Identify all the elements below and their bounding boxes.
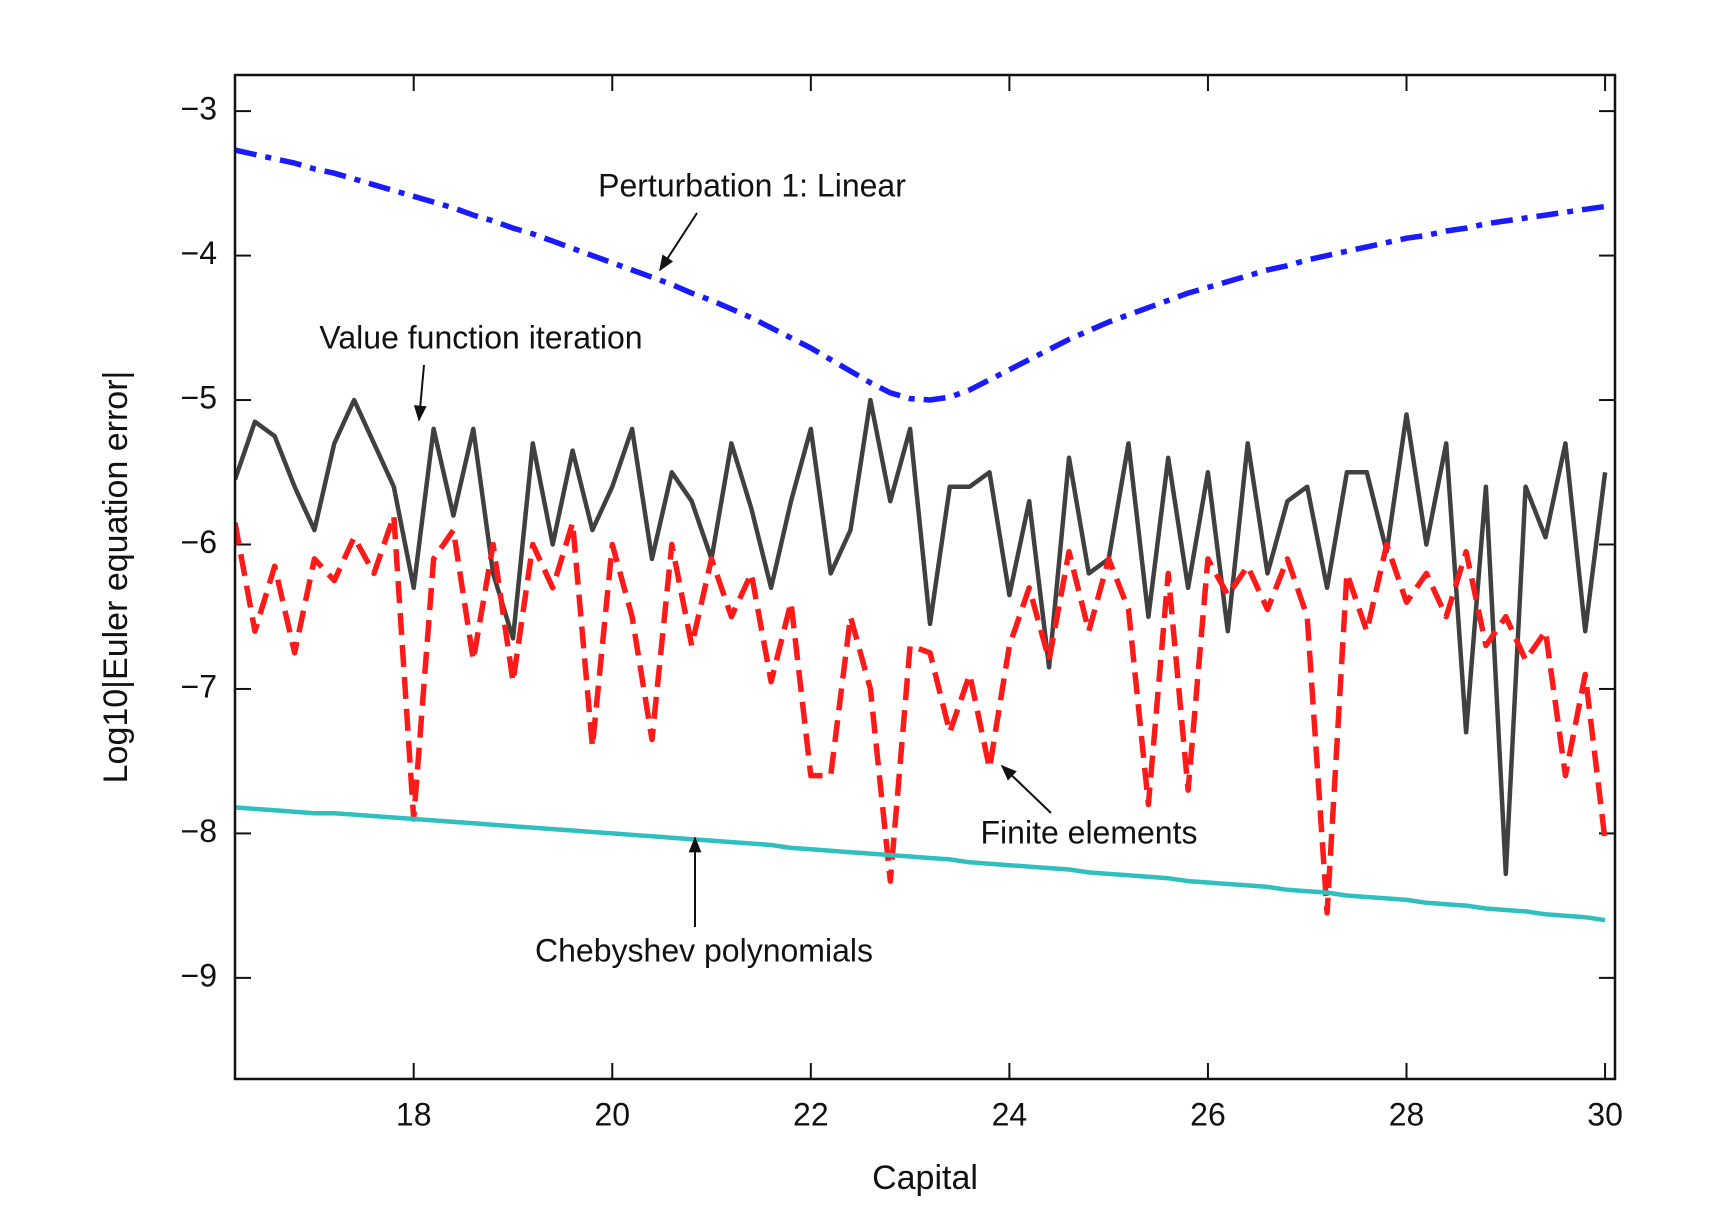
annotation-arrow: [1000, 764, 1052, 814]
annotation-arrow: [413, 364, 427, 422]
y-tick-label: −9: [181, 957, 217, 993]
series-annotation: Finite elements: [981, 814, 1198, 850]
x-axis-label: Capital: [872, 1159, 978, 1197]
y-axis-label: Log10|Euler equation error|: [97, 371, 135, 784]
series-line: [235, 147, 1606, 403]
series-line: [235, 805, 1606, 923]
y-tick-label: −4: [181, 235, 217, 271]
y-tick-label: −3: [181, 91, 217, 127]
x-tick-label: 28: [1389, 1096, 1425, 1132]
series-annotation: Perturbation 1: Linear: [598, 167, 906, 203]
x-tick-label: 30: [1587, 1096, 1623, 1132]
plot-frame: [233, 73, 1617, 1081]
y-tick-label: −8: [181, 813, 217, 849]
x-tick-label: 22: [793, 1096, 829, 1132]
x-tick-label: 26: [1190, 1096, 1226, 1132]
x-tick-label: 18: [396, 1096, 432, 1132]
y-tick-label: −7: [181, 668, 217, 704]
y-tick-label: −5: [181, 379, 217, 415]
annotation-arrow: [659, 212, 698, 272]
series-annotation: Value function iteration: [319, 319, 642, 355]
x-tick-label: 24: [992, 1096, 1028, 1132]
series-line: [235, 512, 1608, 916]
x-tick-label: 20: [594, 1096, 630, 1132]
series-line: [235, 397, 1608, 877]
series-annotation: Chebyshev polynomials: [535, 932, 873, 968]
y-tick-label: −6: [181, 524, 217, 560]
